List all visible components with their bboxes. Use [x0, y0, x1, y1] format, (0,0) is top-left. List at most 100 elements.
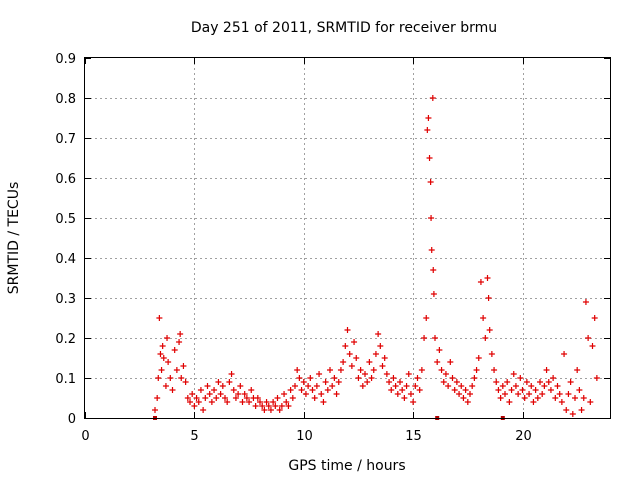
data-point — [353, 355, 360, 361]
ticks-layer: 0 0.1 0.2 0.3 0.4 0.5 0.6 0.7 0.8 0.9 0 5 10 15 20 — [55, 52, 610, 444]
data-point — [412, 383, 419, 389]
data-point — [357, 367, 364, 373]
data-point — [567, 379, 574, 385]
data-point — [449, 375, 456, 381]
data-point — [257, 399, 263, 405]
data-point — [506, 399, 513, 405]
data-point — [390, 375, 397, 381]
data-point — [502, 391, 508, 397]
data-point — [289, 395, 296, 401]
data-point — [462, 387, 469, 393]
data-point — [213, 395, 220, 401]
data-point — [300, 379, 307, 385]
data-point — [578, 407, 585, 413]
data-point — [368, 375, 375, 381]
data-point — [485, 295, 492, 301]
data-point — [294, 367, 301, 373]
chart-title: Day 251 of 2011, SRMTID for receiver brm… — [191, 20, 497, 36]
data-point — [445, 383, 452, 389]
data-point — [432, 335, 438, 341]
data-point — [283, 399, 290, 405]
data-point — [541, 383, 548, 389]
data-point — [379, 363, 386, 369]
data-point — [554, 383, 561, 389]
data-point — [438, 367, 445, 373]
data-point — [180, 363, 187, 369]
data-point — [386, 379, 393, 385]
data-point — [591, 315, 598, 321]
y-tick-label: 0.8 — [55, 92, 76, 107]
data-point — [499, 383, 506, 389]
data-point — [208, 399, 215, 405]
data-point — [362, 371, 368, 377]
data-point — [348, 363, 355, 369]
data-point — [187, 399, 193, 405]
data-point — [508, 387, 515, 393]
data-point — [589, 343, 596, 349]
x-tick-label: 10 — [296, 429, 313, 444]
data-point — [425, 115, 432, 121]
data-point — [547, 387, 554, 393]
data-point — [593, 375, 600, 381]
data-point — [484, 275, 491, 281]
y-tick-label: 0.5 — [55, 212, 76, 227]
data-point — [327, 367, 333, 373]
data-point — [157, 351, 164, 357]
data-point — [313, 383, 320, 389]
data-point — [267, 407, 274, 413]
data-point — [458, 383, 465, 389]
data-point — [424, 127, 431, 133]
data-point — [278, 403, 285, 409]
data-point — [427, 179, 434, 185]
data-point — [451, 387, 458, 393]
data-point — [165, 359, 172, 365]
data-point — [456, 391, 463, 397]
data-point — [576, 387, 583, 393]
data-point — [346, 351, 353, 357]
data-point — [488, 351, 495, 357]
data-point — [430, 267, 437, 273]
data-point — [392, 383, 399, 389]
data-point — [159, 343, 166, 349]
data-point — [436, 347, 443, 353]
data-point — [460, 395, 467, 401]
data-point — [515, 391, 522, 397]
data-point — [519, 387, 526, 393]
data-point — [587, 399, 594, 405]
data-point — [574, 367, 581, 373]
data-point — [537, 379, 543, 385]
data-point — [351, 339, 358, 345]
data-point — [224, 399, 231, 405]
data-point — [191, 403, 198, 409]
data-point — [237, 383, 244, 389]
data-point — [403, 383, 410, 389]
data-point — [298, 387, 305, 393]
data-point — [246, 399, 253, 405]
data-point — [480, 315, 487, 321]
plot-frame — [84, 57, 611, 419]
data-point — [572, 395, 578, 401]
data-point — [495, 387, 502, 393]
y-tick-label: 0 — [68, 412, 76, 427]
data-point — [252, 403, 259, 409]
data-point — [543, 367, 550, 373]
data-point — [189, 391, 196, 397]
data-point — [219, 383, 226, 389]
data-point — [442, 371, 449, 377]
data-point — [152, 407, 158, 413]
x-tick-label: 5 — [190, 429, 198, 444]
data-point — [552, 395, 559, 401]
data-point — [561, 351, 568, 357]
data-point — [241, 391, 248, 397]
data-point — [204, 383, 211, 389]
data-point — [164, 335, 171, 341]
data-point — [526, 391, 533, 397]
grid-layer — [85, 58, 610, 418]
y-tick-label: 0.1 — [55, 372, 76, 387]
data-point — [388, 387, 395, 393]
data-point — [206, 391, 213, 397]
data-points — [152, 95, 600, 417]
data-point — [281, 391, 288, 397]
data-point — [471, 375, 478, 381]
y-axis-label: SRMTID / TECUs — [6, 182, 22, 295]
